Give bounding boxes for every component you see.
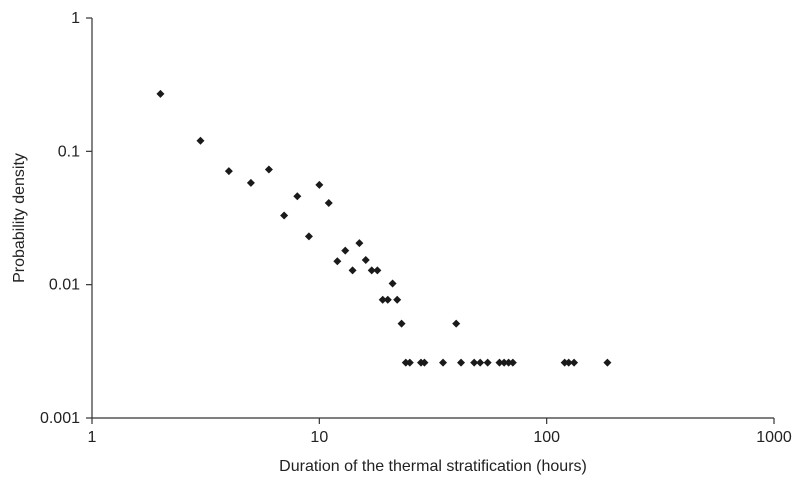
data-point [293, 192, 302, 201]
y-tick-label: 0.01 [49, 277, 80, 294]
data-point [470, 358, 479, 367]
data-point [420, 358, 429, 367]
data-point [264, 165, 273, 174]
data-point [388, 279, 397, 288]
data-point [570, 358, 579, 367]
data-point [367, 266, 376, 275]
data-point [397, 319, 406, 328]
data-point [500, 358, 509, 367]
data-point [355, 239, 364, 248]
data-point [393, 295, 402, 304]
data-point [373, 266, 382, 275]
data-point [564, 358, 573, 367]
y-tick-label: 0.1 [58, 143, 80, 160]
x-tick-label: 100 [533, 429, 560, 446]
y-tick-label: 0.001 [40, 410, 80, 427]
x-axis-title: Duration of the thermal stratification (… [279, 458, 587, 475]
data-point [156, 89, 165, 98]
data-point [405, 358, 414, 367]
x-tick-label: 1 [88, 429, 97, 446]
data-point [457, 358, 466, 367]
data-point [439, 358, 448, 367]
data-point [315, 180, 324, 189]
data-point [401, 358, 410, 367]
data-point [333, 257, 342, 266]
data-points [156, 89, 612, 367]
data-point [504, 358, 513, 367]
data-point [508, 358, 517, 367]
data-point [304, 232, 313, 241]
data-point [560, 358, 569, 367]
data-point [476, 358, 485, 367]
y-axis-title: Probability density [11, 153, 28, 283]
data-point [483, 358, 492, 367]
x-ticks: 1 10 100 1000 [88, 418, 792, 446]
x-tick-label: 10 [310, 429, 328, 446]
data-point [224, 167, 233, 176]
data-point [341, 246, 350, 255]
data-point [383, 295, 392, 304]
data-point [603, 358, 612, 367]
data-point [324, 198, 333, 207]
data-point [378, 295, 387, 304]
data-point [196, 136, 205, 145]
y-ticks: 0.001 0.01 0.1 1 [40, 10, 92, 427]
data-point [246, 178, 255, 187]
data-point [452, 319, 461, 328]
x-tick-label: 1000 [756, 429, 792, 446]
data-point [280, 211, 289, 220]
data-point [495, 358, 504, 367]
y-tick-label: 1 [71, 10, 80, 27]
data-point [348, 266, 357, 275]
axes [91, 18, 774, 419]
data-point [361, 256, 370, 265]
